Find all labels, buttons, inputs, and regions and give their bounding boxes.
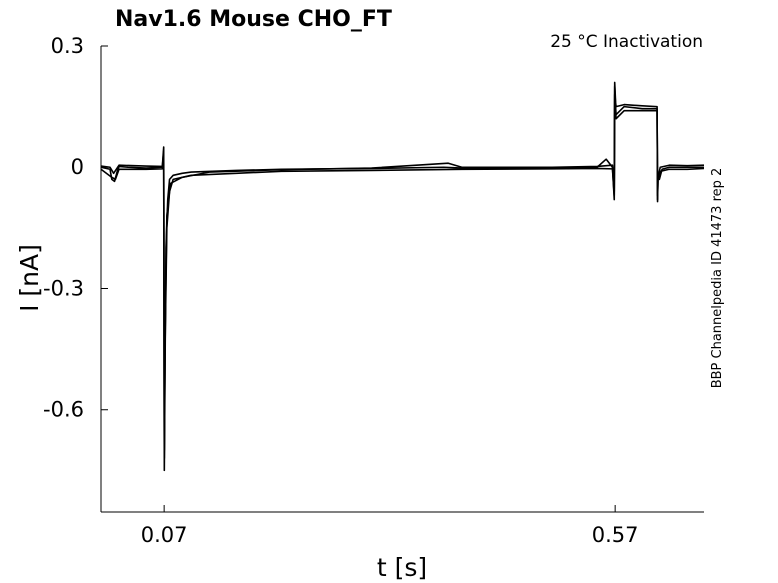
current-trace-3	[100, 81, 705, 451]
current-traces	[100, 81, 705, 472]
x-ticks: 0.07 0.57	[141, 505, 639, 547]
channelpedia-id-label: BBP Channelpedia ID 41473 rep 2	[710, 168, 725, 389]
temperature-protocol-annotation: 25 °C Inactivation	[550, 32, 703, 52]
y-ticks: 0.3 0 -0.3 -0.6	[43, 34, 108, 422]
current-trace-1	[100, 85, 704, 472]
y-tick-label: -0.3	[43, 276, 84, 300]
y-tick-label: 0.3	[51, 34, 84, 58]
x-tick-label: 0.57	[592, 523, 639, 547]
y-tick-label: 0	[71, 155, 84, 179]
y-tick-label: -0.6	[43, 398, 84, 422]
current-trace-2	[100, 93, 705, 460]
x-tick-label: 0.07	[141, 523, 188, 547]
chart-title: Nav1.6 Mouse CHO_FT	[115, 7, 392, 32]
y-axis-label: I [nA]	[15, 244, 44, 312]
x-axis-label: t [s]	[377, 553, 427, 582]
